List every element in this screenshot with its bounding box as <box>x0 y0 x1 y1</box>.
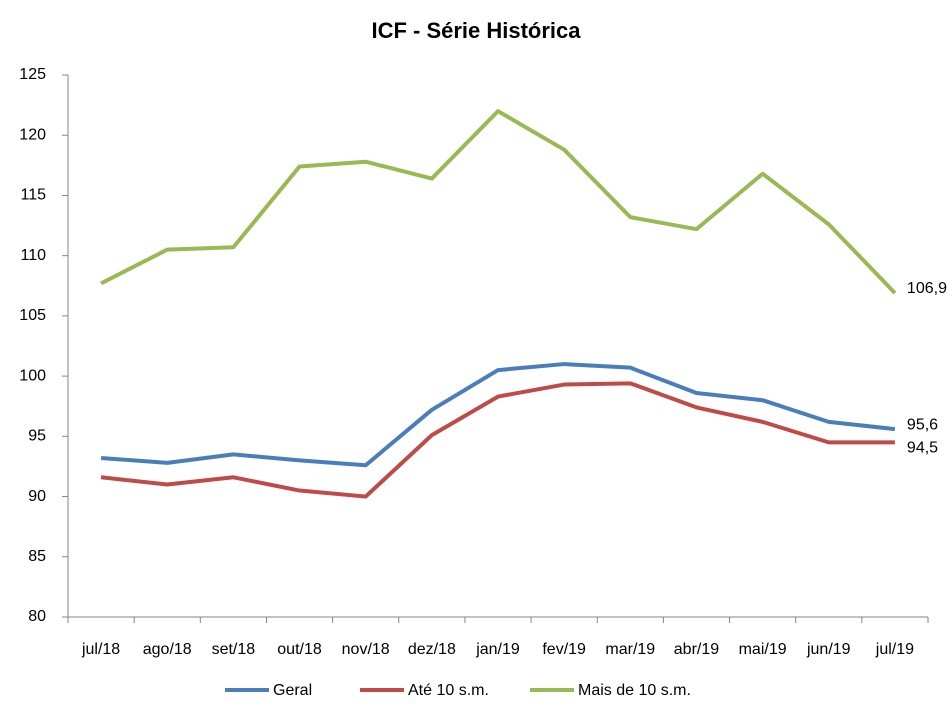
x-tick-label: mai/19 <box>739 641 787 658</box>
x-tick-label: jan/19 <box>475 641 520 658</box>
x-tick-label: jul/18 <box>81 641 120 658</box>
y-tick-label: 115 <box>20 187 46 204</box>
series-line <box>100 362 896 468</box>
x-tick-label: mar/19 <box>605 641 655 658</box>
data-label: 95,6 <box>907 416 938 433</box>
series-line <box>100 381 895 499</box>
data-label: 94,5 <box>907 440 938 457</box>
y-tick-label: 85 <box>28 548 46 565</box>
x-tick-label: ago/18 <box>143 641 192 658</box>
legend-label: Até 10 s.m. <box>408 682 489 699</box>
data-label: 106,9 <box>907 280 947 297</box>
x-tick-label: set/18 <box>212 641 256 658</box>
legend-label: Mais de 10 s.m. <box>578 682 691 699</box>
x-tick-label: dez/18 <box>408 641 456 658</box>
series-line <box>100 109 897 295</box>
y-tick-label: 100 <box>19 367 46 384</box>
x-tick-label: abr/19 <box>674 641 719 658</box>
x-tick-label: fev/19 <box>542 641 586 658</box>
legend-label: Geral <box>273 682 312 699</box>
y-tick-label: 80 <box>28 608 46 625</box>
x-tick-label: jun/19 <box>806 641 851 658</box>
x-tick-label: jul/19 <box>875 641 914 658</box>
y-tick-label: 105 <box>19 307 46 324</box>
y-tick-label: 90 <box>28 488 46 505</box>
chart-title: ICF - Série Histórica <box>371 18 581 43</box>
y-tick-label: 125 <box>19 66 46 83</box>
x-tick-label: nov/18 <box>342 641 390 658</box>
y-tick-label: 120 <box>19 126 46 143</box>
y-tick-label: 95 <box>28 428 46 445</box>
y-tick-label: 110 <box>20 247 46 264</box>
x-tick-label: out/18 <box>277 641 322 658</box>
